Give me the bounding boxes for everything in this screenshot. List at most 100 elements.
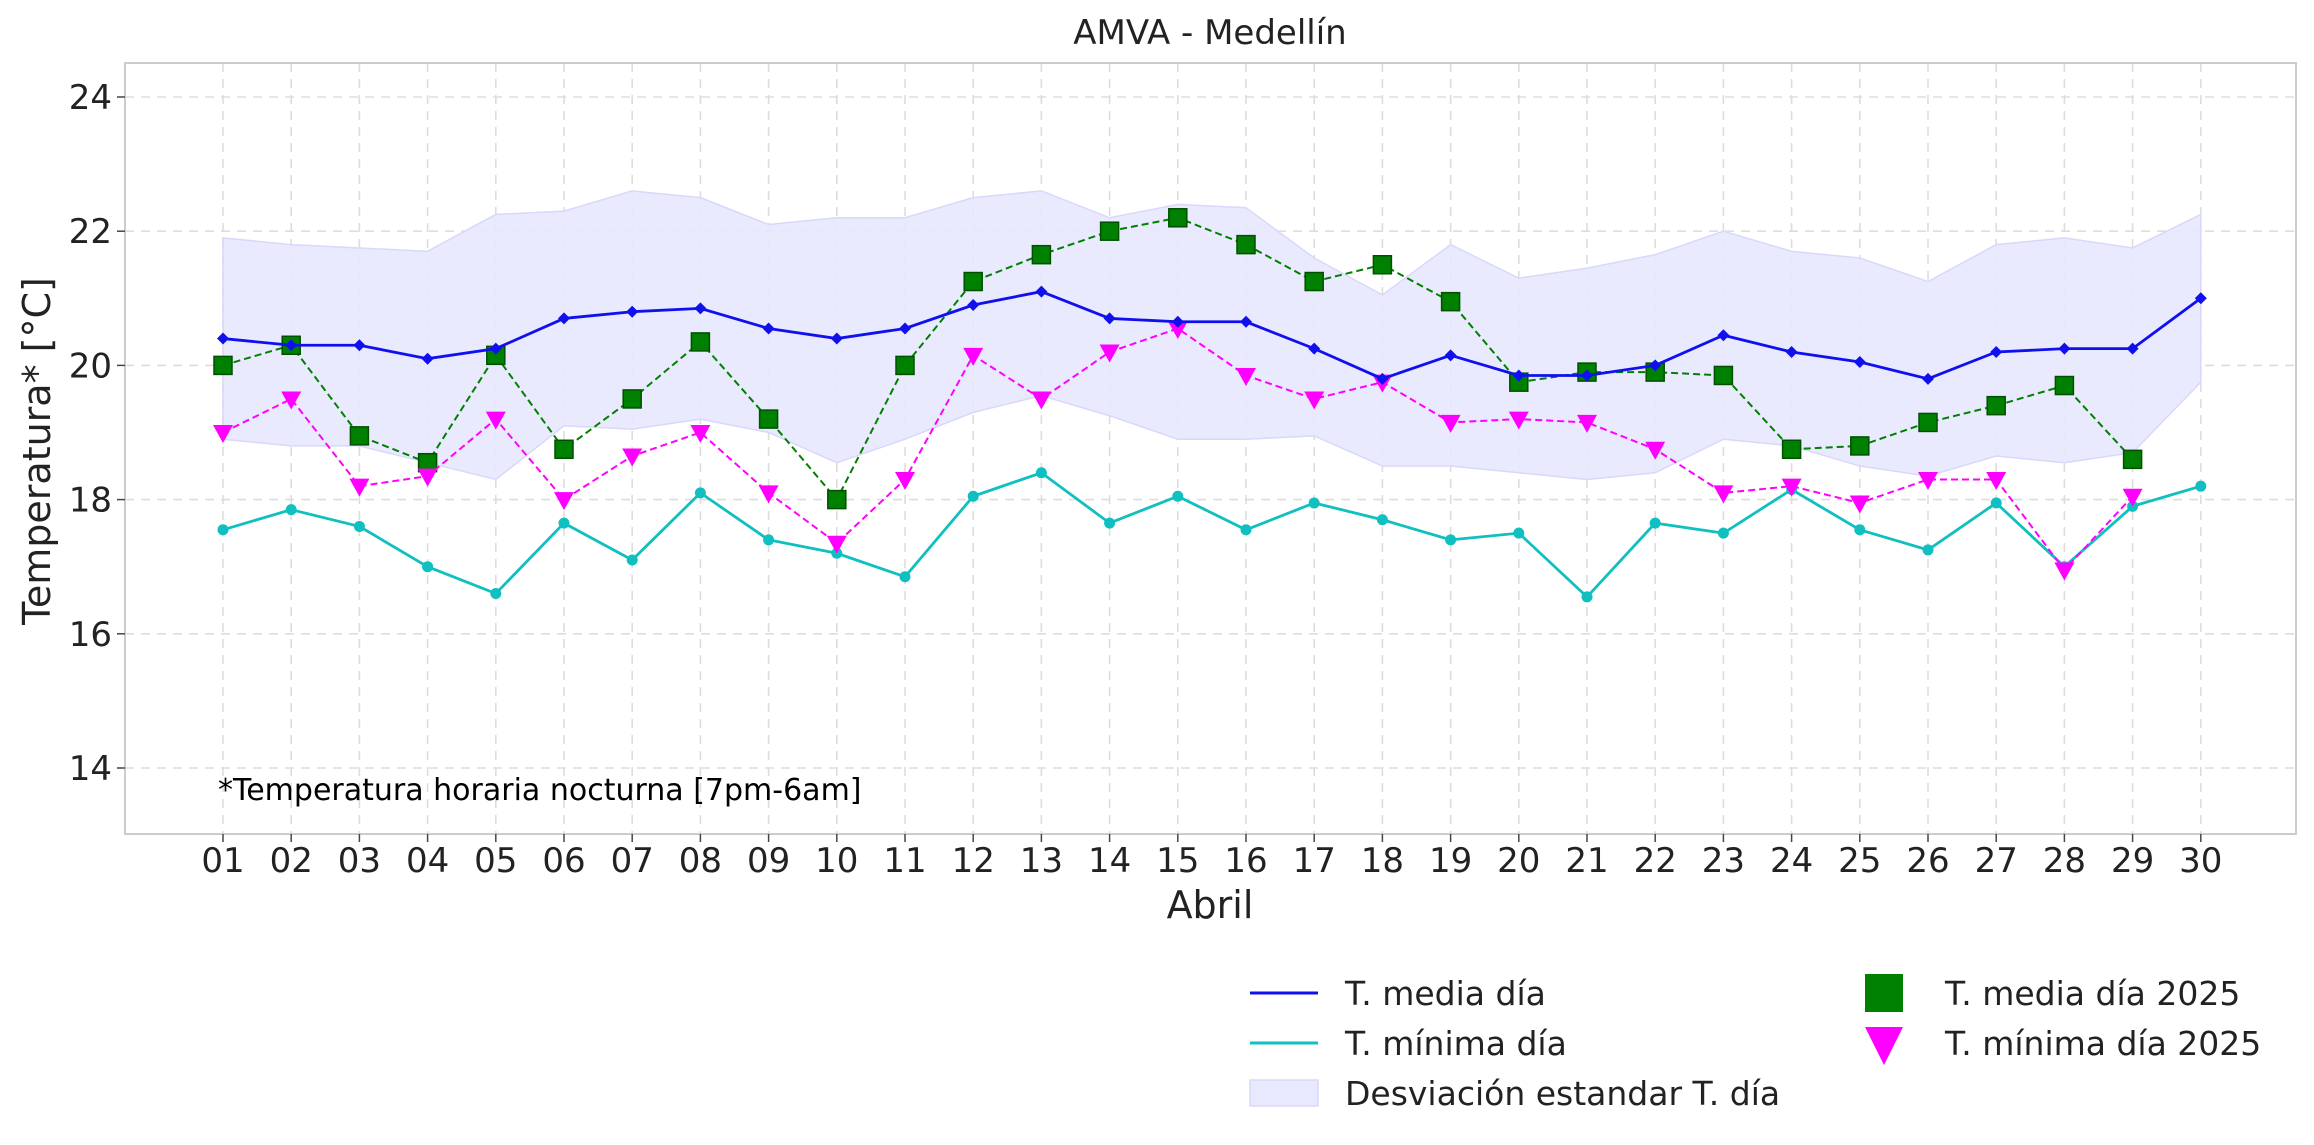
legend-item: Desviación estandar T. día xyxy=(1249,1074,1780,1113)
data-point xyxy=(349,426,370,446)
legend: T. media día T. mínima día Desviación esta… xyxy=(1249,974,2261,1113)
data-point xyxy=(1304,391,1325,410)
x-tick-label: 26 xyxy=(1906,841,1949,881)
data-point xyxy=(1372,255,1393,275)
data-point xyxy=(1308,497,1320,509)
data-point xyxy=(1785,345,1798,358)
data-point xyxy=(1581,591,1593,603)
data-point xyxy=(690,332,711,352)
x-tick-label: 29 xyxy=(2111,841,2154,881)
data-point xyxy=(285,339,298,352)
data-point xyxy=(1922,544,1934,556)
data-point xyxy=(1986,395,2006,416)
data-point xyxy=(895,471,915,490)
x-tick-label: 11 xyxy=(883,841,926,881)
x-tick-label: 22 xyxy=(1634,841,1677,881)
data-point xyxy=(353,520,365,532)
x-tick-label: 07 xyxy=(611,841,654,881)
data-point xyxy=(694,302,707,315)
data-point xyxy=(2058,342,2071,355)
x-tick-label: 12 xyxy=(952,841,995,881)
data-point xyxy=(1304,271,1324,292)
legend-label: T. media día xyxy=(1344,974,1546,1013)
data-point xyxy=(2126,342,2139,355)
x-tick-label: 17 xyxy=(1293,841,1336,881)
x-tick-label: 09 xyxy=(747,841,790,881)
x-tick-label: 28 xyxy=(2043,841,2086,881)
axis-layer: 14 16 18 20 22 24 01 02 03 04 05 06 07 08 09 10 11 12 13 14… xyxy=(69,78,2223,881)
data-point xyxy=(830,332,843,345)
data-point xyxy=(1990,345,2003,358)
data-point xyxy=(417,468,438,487)
data-point xyxy=(1172,490,1184,502)
data-point xyxy=(422,561,434,573)
legend-item: T. mínima día xyxy=(1250,1024,1567,1063)
data-point xyxy=(626,554,638,566)
data-point xyxy=(485,411,506,430)
data-point xyxy=(2054,375,2075,396)
data-point xyxy=(1850,436,1870,456)
data-point xyxy=(963,347,984,366)
data-point xyxy=(758,409,779,429)
data-point xyxy=(1713,485,1734,504)
std-band-layer xyxy=(222,190,2202,481)
plot-frame xyxy=(124,62,2297,835)
data-point xyxy=(1645,441,1666,460)
data-point xyxy=(1440,414,1461,433)
data-point xyxy=(2054,562,2075,581)
data-point xyxy=(213,355,233,376)
data-point xyxy=(1240,315,1252,328)
data-point xyxy=(2122,488,2143,507)
series-t-m-nima-d-a xyxy=(217,467,2207,603)
x-tick-label: 05 xyxy=(474,841,517,881)
data-point xyxy=(1031,391,1052,410)
legend-swatch xyxy=(1249,1079,1319,1107)
series-t-m-nima-d-a-2025 xyxy=(213,320,2143,581)
data-point xyxy=(1104,517,1116,529)
x-tick-label: 10 xyxy=(815,841,858,881)
data-point xyxy=(1581,369,1593,382)
data-point xyxy=(421,352,434,365)
y-tick-label: 18 xyxy=(69,481,112,521)
footnote-annotation: *Temperatura horaria nocturna [7pm-6am] xyxy=(218,773,862,808)
data-point xyxy=(1236,234,1256,255)
legend-item: T. media día 2025 xyxy=(1865,974,2240,1013)
data-point xyxy=(899,322,911,335)
data-point xyxy=(2122,449,2143,470)
data-point xyxy=(1376,372,1389,385)
data-point xyxy=(1918,412,1938,433)
series-t-media-d-a-2025 xyxy=(213,208,2143,510)
data-point xyxy=(1445,534,1457,546)
data-point xyxy=(1649,359,1662,372)
series-t-media-d-a xyxy=(217,285,2207,385)
data-point xyxy=(967,299,980,312)
data-point xyxy=(1444,349,1457,362)
data-point xyxy=(1168,208,1188,228)
legend-item: T. mínima día 2025 xyxy=(1865,1024,2261,1065)
data-point xyxy=(2194,292,2207,305)
data-point xyxy=(1167,320,1188,339)
y-tick-label: 24 xyxy=(69,78,112,118)
data-point xyxy=(217,332,229,345)
data-point xyxy=(899,571,911,583)
data-point xyxy=(1781,439,1802,460)
data-point xyxy=(1099,344,1120,363)
x-tick-label: 18 xyxy=(1361,841,1404,881)
legend-label: T. mínima día xyxy=(1344,1024,1567,1063)
data-point xyxy=(1717,527,1729,539)
chart-title: AMVA - Medellín xyxy=(1073,13,1346,53)
x-tick-label: 06 xyxy=(542,841,585,881)
data-point xyxy=(690,425,711,443)
data-point xyxy=(554,439,574,460)
legend-item: T. media día xyxy=(1250,974,1546,1013)
data-point xyxy=(1512,369,1525,382)
data-point xyxy=(967,490,979,502)
data-point xyxy=(1031,244,1052,265)
legend-label: Desviación estandar T. día xyxy=(1345,1074,1780,1113)
data-point xyxy=(349,478,370,497)
data-point xyxy=(217,524,229,536)
data-point xyxy=(281,391,302,410)
data-point xyxy=(895,355,915,376)
